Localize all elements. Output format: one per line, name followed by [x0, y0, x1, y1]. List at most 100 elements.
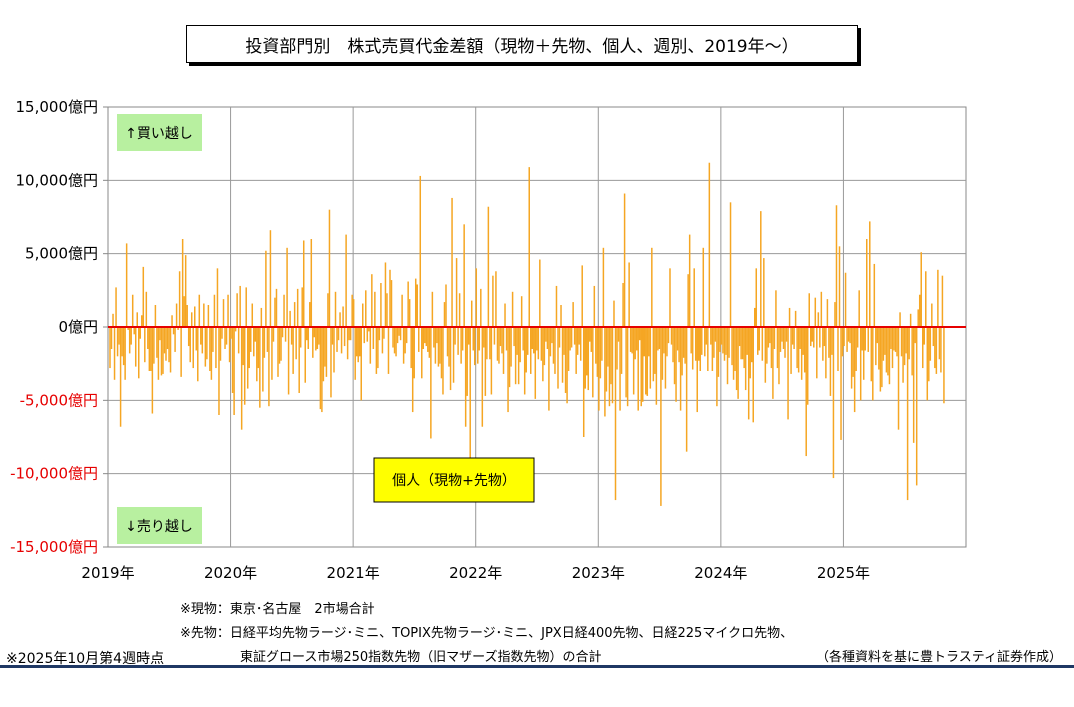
- bar: [728, 327, 730, 358]
- bar: [390, 280, 393, 327]
- bar: [110, 327, 113, 349]
- bar: [719, 327, 721, 352]
- bar: [275, 288, 278, 327]
- bar: [405, 327, 408, 344]
- bar: [133, 327, 135, 335]
- bar: [508, 327, 511, 388]
- bar: [528, 167, 530, 327]
- chart-title-text: 投資部門別 株式売買代金差額（現物＋先物、個人、週別、2019年～）: [245, 36, 799, 57]
- bar: [853, 327, 856, 413]
- bar: [701, 327, 703, 355]
- bar: [663, 327, 665, 354]
- bar: [835, 205, 838, 327]
- bar: [926, 327, 929, 401]
- bar: [573, 327, 576, 345]
- y-tick-label: -10,000億円: [10, 465, 98, 483]
- bar: [642, 327, 644, 402]
- bar: [440, 327, 443, 379]
- bar: [190, 312, 193, 327]
- bar: [166, 327, 169, 349]
- bar: [655, 327, 658, 405]
- bar: [268, 327, 270, 407]
- bar: [620, 327, 623, 374]
- bar: [761, 327, 764, 361]
- bar: [236, 293, 238, 327]
- bar: [371, 274, 373, 327]
- bar: [449, 327, 452, 391]
- bar: [864, 327, 866, 351]
- bar: [764, 327, 767, 383]
- bar: [530, 327, 532, 374]
- bar: [773, 327, 776, 349]
- bar: [206, 327, 208, 360]
- bar: [401, 294, 403, 327]
- bar: [584, 327, 586, 389]
- note-futures-2: 東証グロース市場250指数先物（旧マザーズ指数先物）の合計: [240, 650, 602, 665]
- bar: [216, 268, 219, 327]
- bar: [914, 327, 916, 344]
- bar: [224, 327, 226, 349]
- bar: [428, 327, 431, 358]
- bar: [253, 327, 255, 357]
- bar: [498, 327, 500, 364]
- bar: [365, 290, 367, 327]
- bar: [525, 327, 527, 373]
- bar: [201, 327, 204, 354]
- bar: [734, 327, 736, 371]
- bar: [443, 302, 446, 327]
- bar: [589, 327, 591, 342]
- bar: [427, 327, 429, 352]
- bar: [327, 293, 329, 327]
- bar: [755, 268, 758, 327]
- bar: [487, 206, 490, 327]
- bar: [542, 327, 544, 382]
- annotation-labels: ↑買い越し ↓売り越し 個人（現物+先物）: [117, 114, 535, 544]
- bar: [286, 247, 288, 327]
- bar: [604, 327, 606, 417]
- bar: [935, 327, 938, 374]
- bar: [310, 239, 313, 327]
- bar: [221, 327, 223, 339]
- bar: [301, 287, 303, 327]
- bar: [489, 327, 491, 360]
- bar: [333, 327, 335, 373]
- bar: [738, 327, 741, 347]
- bar: [313, 327, 316, 338]
- bar: [169, 327, 172, 373]
- bar: [735, 327, 738, 391]
- bar: [793, 327, 795, 349]
- bar: [723, 327, 726, 361]
- bar: [676, 327, 679, 351]
- bar: [931, 303, 933, 327]
- bar: [439, 327, 441, 364]
- bar: [231, 327, 234, 393]
- bar: [787, 327, 789, 420]
- bar: [209, 327, 211, 371]
- bar: [240, 327, 243, 430]
- bar: [661, 327, 664, 380]
- bar: [531, 327, 534, 349]
- bar: [699, 327, 702, 371]
- bar: [881, 327, 883, 388]
- bar: [266, 327, 269, 352]
- bar: [233, 327, 235, 415]
- bar: [237, 327, 240, 354]
- bar: [510, 327, 512, 367]
- bar: [799, 327, 801, 349]
- bar: [250, 327, 252, 352]
- bar: [463, 224, 465, 327]
- bar: [499, 327, 502, 347]
- bar: [819, 327, 821, 348]
- bar: [687, 274, 689, 327]
- bar: [416, 284, 418, 327]
- bar: [381, 327, 384, 354]
- bar: [555, 285, 558, 327]
- bar: [806, 327, 809, 405]
- bar: [484, 327, 487, 396]
- bar: [306, 327, 308, 341]
- bar: [560, 305, 562, 327]
- bar: [352, 299, 355, 327]
- bar: [922, 327, 924, 369]
- bar: [380, 283, 382, 327]
